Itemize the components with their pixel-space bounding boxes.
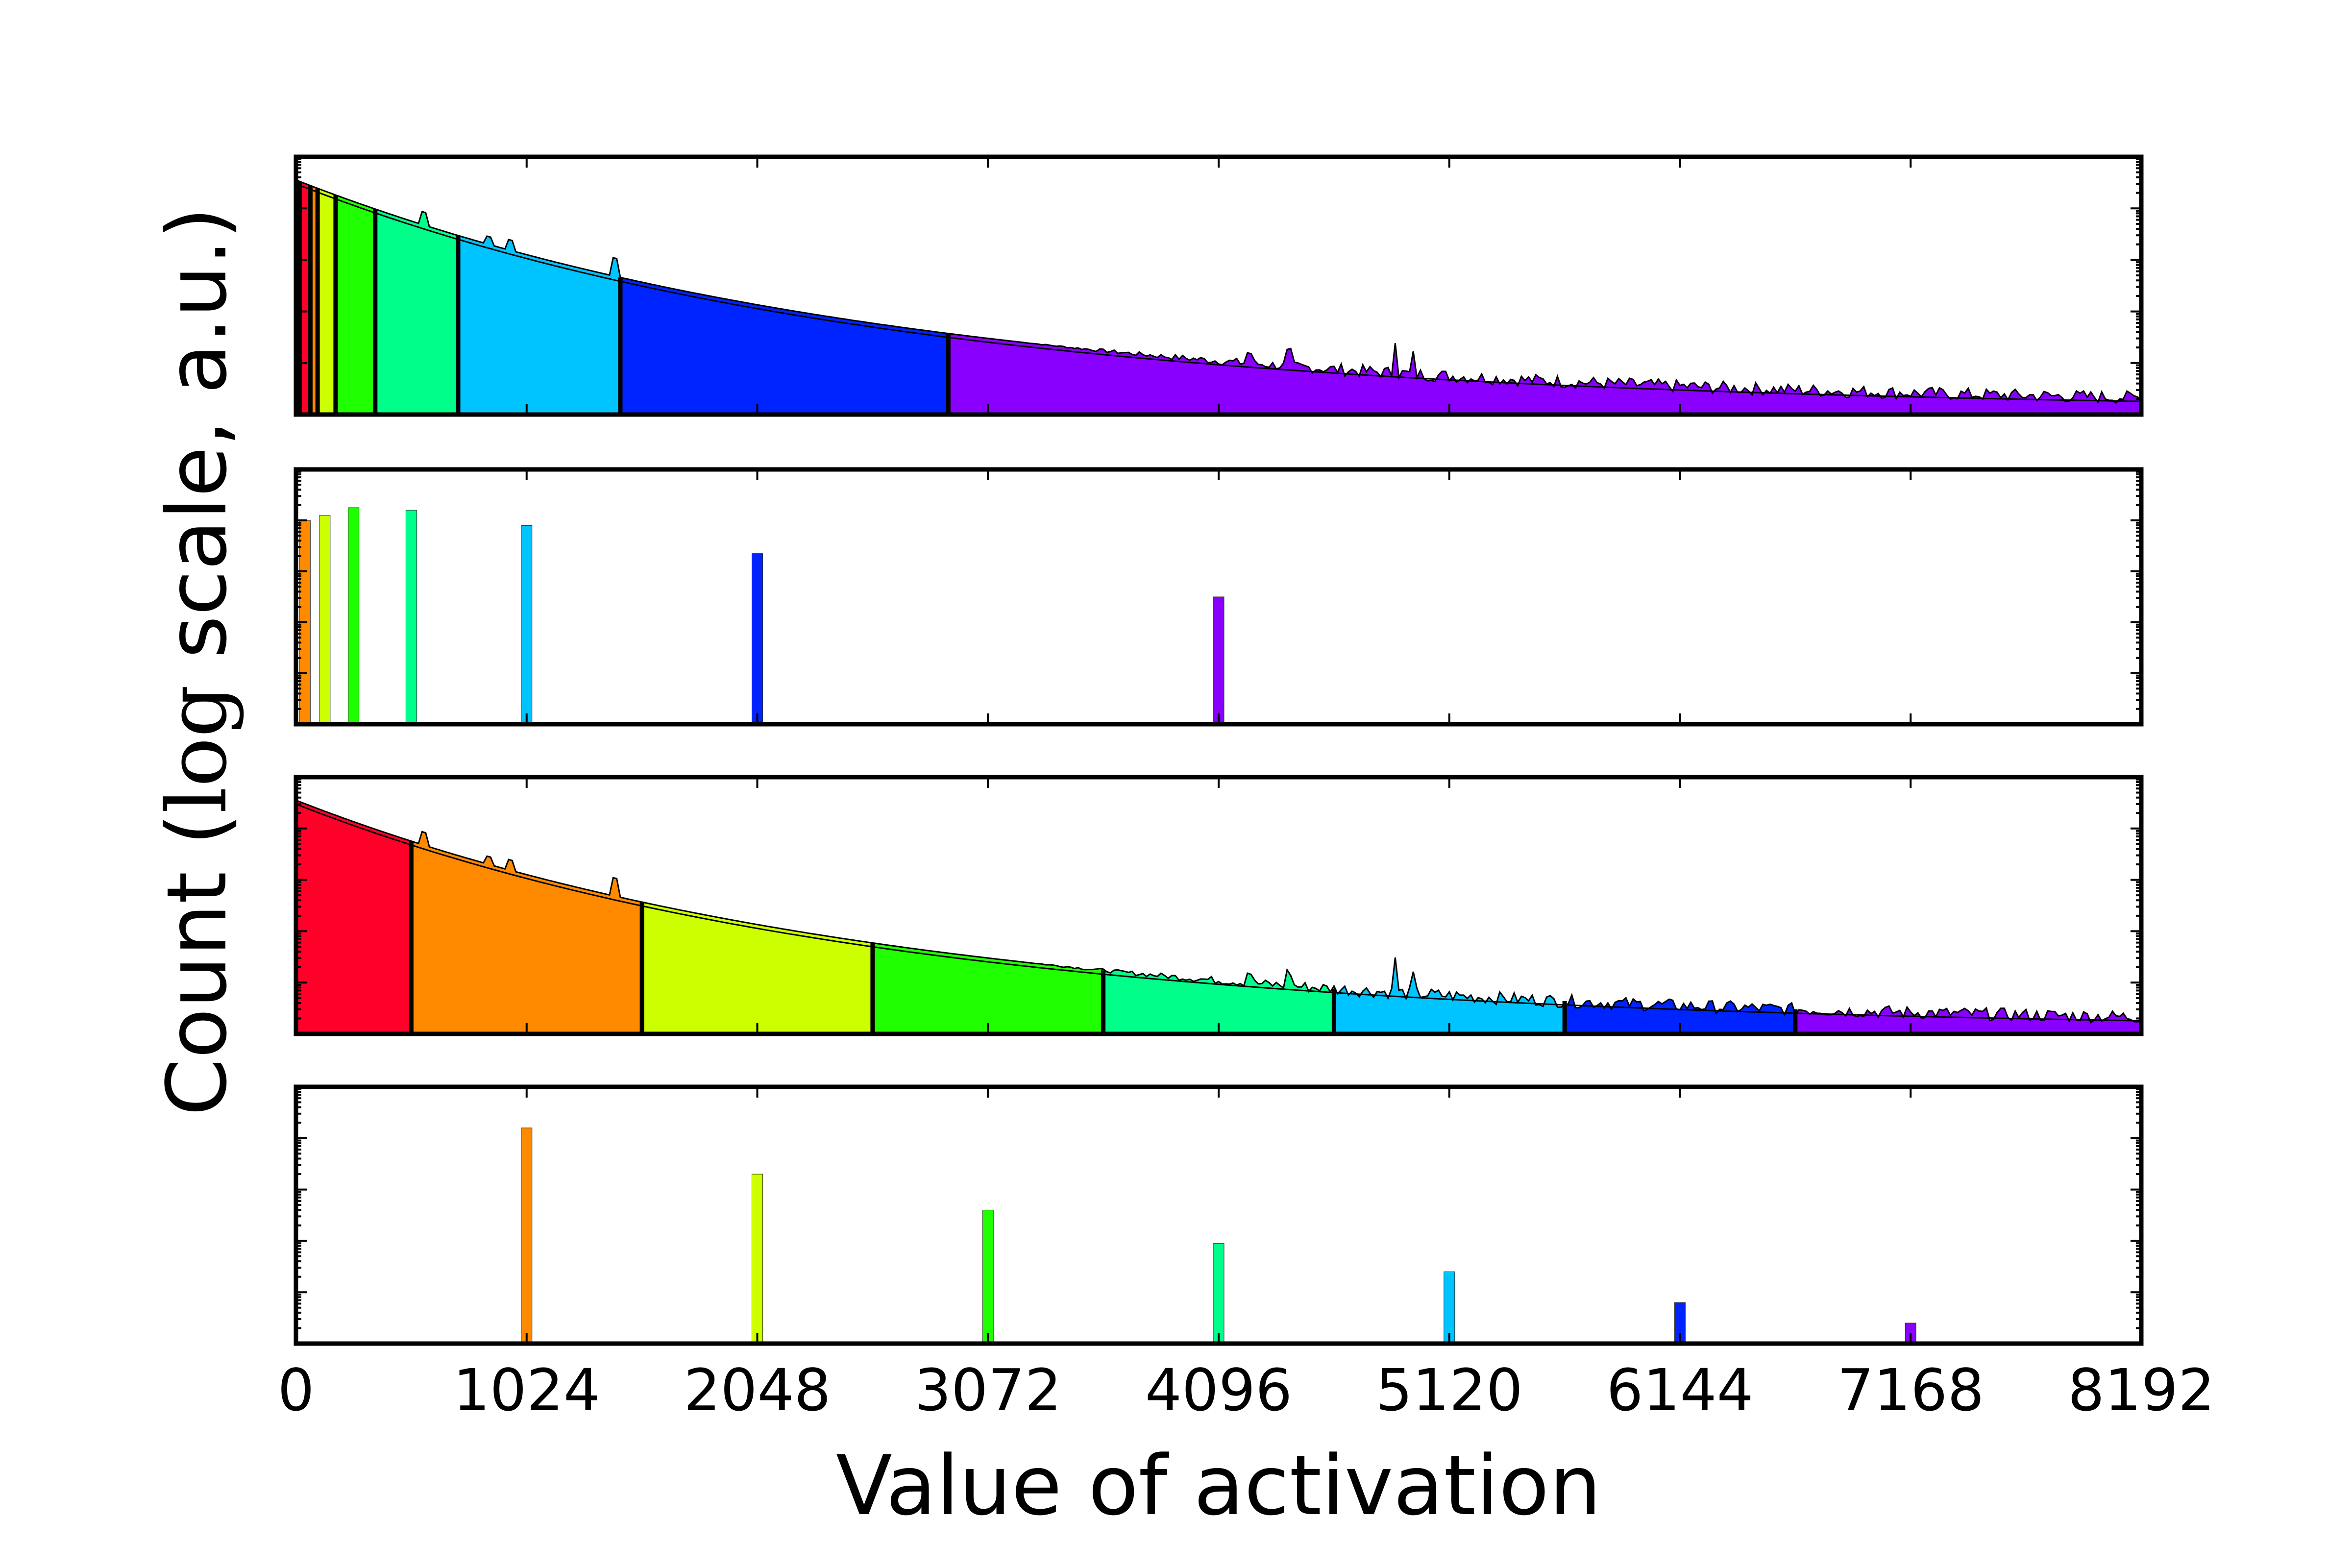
panel-3-envelope-outline — [295, 803, 2142, 1022]
x-tick-label-1: 1024 — [453, 1356, 600, 1424]
y-axis-title: Count (log scale, a.u.) — [149, 207, 245, 1116]
x-tick-labels: 0 1024 2048 3072 4096 5120 6144 7168 8192 — [277, 1356, 2215, 1424]
panel-3-bin-0 — [296, 800, 412, 1034]
panel-4-bar-2 — [982, 1210, 994, 1344]
panel-4-bar-1 — [752, 1174, 763, 1344]
x-tick-label-3: 3072 — [914, 1356, 1061, 1424]
x-tick-label-0: 0 — [277, 1356, 314, 1424]
panel-1-bin-3 — [318, 188, 336, 415]
x-axis-title: Value of activation — [836, 1438, 1601, 1534]
panel-2-frame — [294, 467, 2144, 727]
x-tick-label-6: 6144 — [1606, 1356, 1753, 1424]
panel-2-bar-3 — [405, 510, 417, 725]
panel-1-bin-6 — [458, 235, 620, 415]
panel-1-bin-8 — [948, 333, 2141, 415]
x-tick-label-7: 7168 — [1837, 1356, 1984, 1424]
panel-3-frame — [294, 775, 2144, 1036]
panel-4-bar-0 — [521, 1127, 533, 1344]
panels-layer — [294, 154, 2144, 1346]
panel-3-bin-1 — [411, 832, 642, 1034]
panel-2-bar-2 — [348, 507, 360, 725]
panel-3 — [294, 775, 2144, 1036]
panel-1-envelope-outline — [295, 183, 2142, 402]
panel-2 — [294, 467, 2144, 727]
panel-3-bin-2 — [642, 902, 873, 1034]
panel-3-bin-3 — [872, 943, 1103, 1034]
panel-1-bin-5 — [375, 209, 458, 415]
panel-1-frame — [294, 154, 2144, 417]
panel-2-bar-4 — [521, 525, 533, 725]
panel-3-bin-6 — [1565, 995, 1795, 1034]
panel-2-bar-6 — [1213, 596, 1225, 725]
panel-3-bin-7 — [1795, 1006, 2141, 1034]
x-tick-label-8: 8192 — [2068, 1356, 2215, 1424]
y-axis-title-prefix: Count ( — [149, 813, 245, 1116]
panel-1-bin-7 — [620, 277, 949, 415]
x-tick-label-4: 4096 — [1145, 1356, 1292, 1424]
panel-3-bin-5 — [1334, 957, 1565, 1034]
panel-4-bar-4 — [1444, 1271, 1455, 1344]
panel-4-bar-3 — [1213, 1243, 1225, 1344]
panel-3-bin-4 — [1103, 969, 1334, 1034]
panel-1-bin-4 — [335, 195, 375, 415]
y-axis-title-log: log — [149, 685, 245, 813]
panel-4-frame — [294, 1084, 2144, 1346]
x-tick-label-5: 5120 — [1376, 1356, 1523, 1424]
panel-4 — [294, 1084, 2144, 1346]
y-axis-title-suffix: scale, a.u.) — [149, 207, 245, 685]
panel-1-bin-1 — [299, 181, 311, 415]
panel-1 — [294, 154, 2144, 417]
panel-2-bar-5 — [752, 553, 763, 725]
x-tick-label-2: 2048 — [684, 1356, 831, 1424]
panel-2-bar-1 — [319, 515, 331, 725]
